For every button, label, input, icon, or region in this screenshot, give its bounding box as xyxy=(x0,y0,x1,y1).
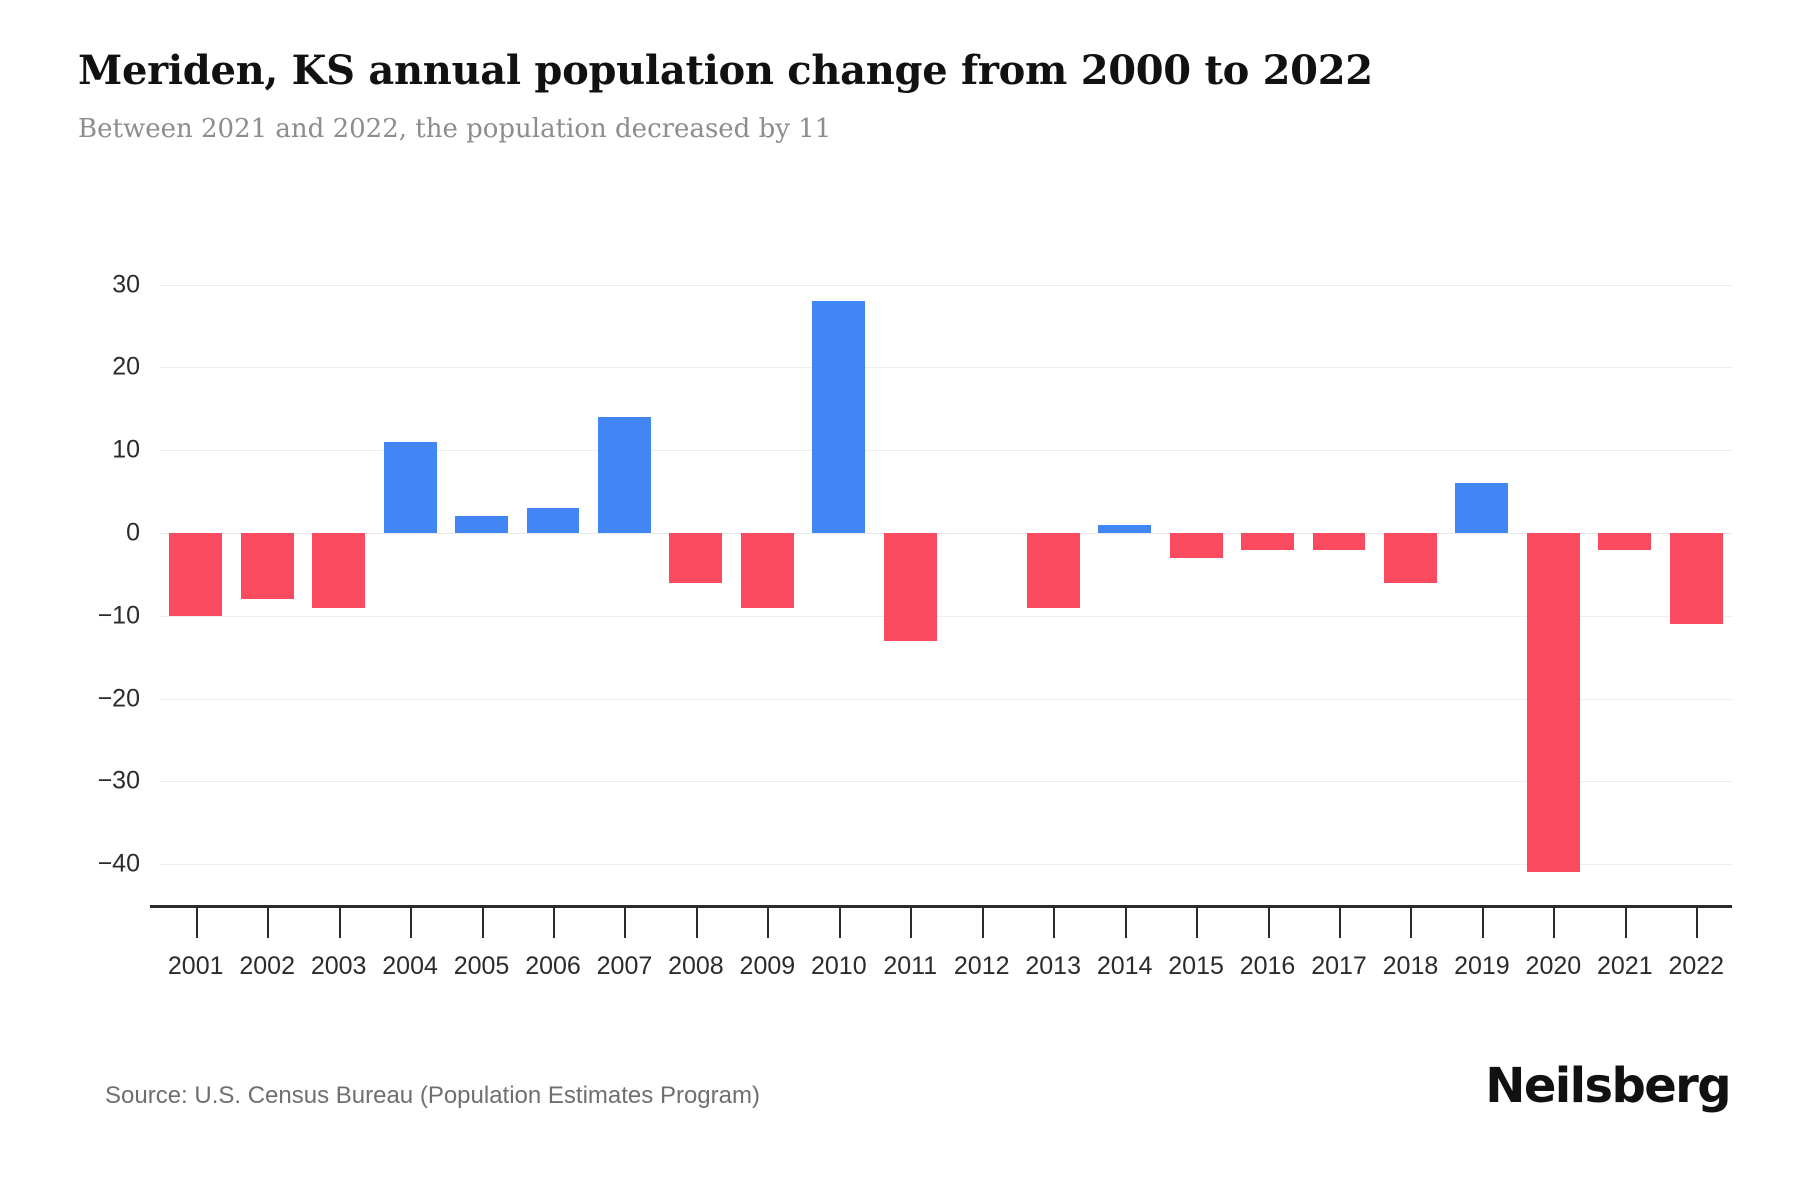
x-axis-tick-label-2012: 2012 xyxy=(953,952,1010,980)
y-axis-tick-label: 10 xyxy=(112,435,140,464)
neilsberg-logo: Neilsberg xyxy=(1485,1058,1731,1114)
y-axis-tick-label: −20 xyxy=(97,684,140,713)
bar-2011[interactable] xyxy=(883,533,937,641)
x-axis-tick-label-2020: 2020 xyxy=(1525,952,1582,980)
x-axis-tick xyxy=(1553,908,1556,938)
bar-2015[interactable] xyxy=(1169,533,1223,558)
chart-subtitle: Between 2021 and 2022, the population de… xyxy=(78,114,832,144)
gridline-30 xyxy=(160,284,1732,286)
x-axis-line xyxy=(150,905,1732,908)
x-axis-tick xyxy=(981,908,984,938)
x-axis-tick xyxy=(1339,908,1341,938)
x-axis-tick xyxy=(767,908,770,938)
x-axis-tick xyxy=(481,908,484,938)
x-axis-tick-label-2005: 2005 xyxy=(453,952,510,980)
bar-2021[interactable] xyxy=(1598,533,1652,550)
bar-2010[interactable] xyxy=(812,301,866,533)
x-axis-tick-label-2009: 2009 xyxy=(739,952,796,980)
x-axis-tick-label-2007: 2007 xyxy=(596,952,653,980)
x-axis-tick xyxy=(410,908,413,938)
bar-2006[interactable] xyxy=(526,508,580,533)
y-axis-tick-label: 20 xyxy=(112,352,140,381)
x-axis-tick-label-2001: 2001 xyxy=(167,952,224,980)
x-axis-tick xyxy=(1624,908,1627,938)
bar-2013[interactable] xyxy=(1026,533,1080,608)
chart-header: Meriden, KS annual population change fro… xyxy=(78,48,1718,145)
x-axis-tick xyxy=(1196,908,1199,938)
gridline--20 xyxy=(160,698,1732,700)
x-axis-tick xyxy=(838,908,841,938)
bar-2019[interactable] xyxy=(1455,483,1509,533)
x-axis-tick-label-2008: 2008 xyxy=(668,952,724,980)
bar-2004[interactable] xyxy=(383,441,437,533)
x-axis-tick-label-2017: 2017 xyxy=(1311,952,1367,980)
gridline--10 xyxy=(160,615,1732,617)
x-axis-tick-label-2011: 2011 xyxy=(883,952,938,980)
x-axis-tick xyxy=(338,908,341,938)
y-axis-tick-label: −40 xyxy=(97,849,140,878)
bar-2016[interactable] xyxy=(1241,533,1294,550)
y-axis-tick-label: −30 xyxy=(97,766,140,795)
bar-2014[interactable] xyxy=(1098,524,1152,533)
y-axis-tick-label: 0 xyxy=(126,518,140,547)
x-axis-tick-label-2004: 2004 xyxy=(382,952,438,980)
x-axis-tick-label-2006: 2006 xyxy=(525,952,581,980)
bar-2009[interactable] xyxy=(740,533,794,608)
gridline-10 xyxy=(160,450,1732,452)
x-axis-tick xyxy=(910,908,913,938)
x-axis-tick xyxy=(1267,908,1270,938)
x-axis-tick-label-2018: 2018 xyxy=(1382,952,1439,980)
x-axis-tick-label-2010: 2010 xyxy=(811,952,867,980)
x-axis-tick xyxy=(195,908,198,938)
x-axis-tick xyxy=(695,908,698,938)
x-axis-tick xyxy=(624,908,627,938)
x-axis-tick xyxy=(553,908,555,938)
x-axis-tick-label-2022: 2022 xyxy=(1668,952,1725,980)
bar-2001[interactable] xyxy=(169,533,223,616)
x-axis-tick-label-2016: 2016 xyxy=(1239,952,1296,980)
gridline--30 xyxy=(160,781,1732,783)
gridline--40 xyxy=(160,864,1732,866)
y-axis-tick-label: 30 xyxy=(112,270,140,299)
x-axis-tick-label-2014: 2014 xyxy=(1096,952,1153,980)
y-axis-tick-label: −10 xyxy=(97,601,140,630)
x-axis-tick-label-2021: 2021 xyxy=(1597,952,1653,980)
bar-2018[interactable] xyxy=(1384,533,1437,583)
source-note: Source: U.S. Census Bureau (Population E… xyxy=(105,1082,760,1109)
gridline-0 xyxy=(160,533,1732,534)
x-axis-tick-label-2013: 2013 xyxy=(1025,952,1081,980)
x-axis-tick xyxy=(1053,908,1056,938)
x-axis-tick xyxy=(1124,908,1127,938)
x-axis-tick xyxy=(1410,908,1413,938)
x-axis-tick xyxy=(267,908,270,938)
x-axis-tick-label-2015: 2015 xyxy=(1168,952,1224,980)
x-axis-tick-label-2003: 2003 xyxy=(310,952,367,980)
bar-2002[interactable] xyxy=(240,533,294,600)
x-axis-tick xyxy=(1481,908,1484,938)
x-axis-tick-label-2002: 2002 xyxy=(239,952,295,980)
bar-2007[interactable] xyxy=(598,417,651,533)
bar-2005[interactable] xyxy=(455,516,508,533)
x-axis-tick xyxy=(1696,908,1699,938)
bar-2008[interactable] xyxy=(669,533,723,583)
bar-2017[interactable] xyxy=(1312,533,1366,550)
bar-2003[interactable] xyxy=(312,533,366,608)
bar-2022[interactable] xyxy=(1669,533,1723,625)
gridline-20 xyxy=(160,367,1732,369)
bar-2020[interactable] xyxy=(1526,533,1580,873)
page-title: Meriden, KS annual population change fro… xyxy=(78,47,1373,94)
x-axis-tick-label-2019: 2019 xyxy=(1454,952,1510,980)
